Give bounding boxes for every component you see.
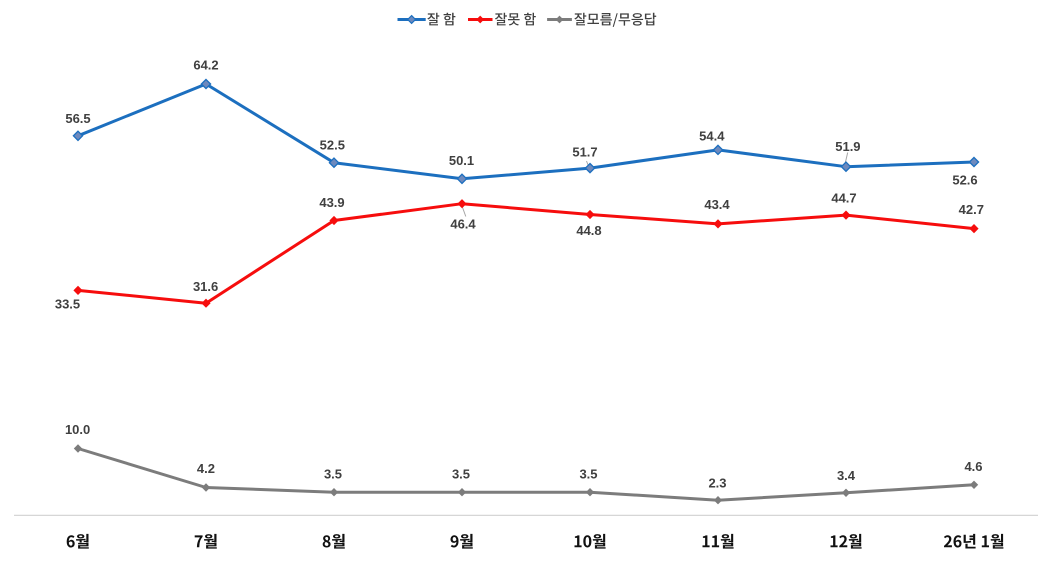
svg-text:52.6: 52.6 <box>952 173 977 188</box>
svg-text:10.0: 10.0 <box>65 422 90 437</box>
svg-text:42.7: 42.7 <box>959 202 984 217</box>
svg-text:2.3: 2.3 <box>708 475 726 490</box>
svg-text:46.4: 46.4 <box>450 216 476 231</box>
svg-text:64.2: 64.2 <box>193 58 218 73</box>
svg-text:4.6: 4.6 <box>964 459 982 474</box>
svg-text:3.4: 3.4 <box>837 468 856 483</box>
svg-text:44.7: 44.7 <box>831 191 856 206</box>
svg-text:33.5: 33.5 <box>55 297 80 312</box>
svg-text:43.9: 43.9 <box>319 195 344 210</box>
svg-text:43.4: 43.4 <box>704 197 730 212</box>
svg-text:51.7: 51.7 <box>572 145 597 160</box>
svg-text:4.2: 4.2 <box>197 461 215 476</box>
svg-text:51.9: 51.9 <box>835 139 860 154</box>
svg-text:31.6: 31.6 <box>193 279 218 294</box>
svg-text:56.5: 56.5 <box>65 111 90 126</box>
svg-text:50.1: 50.1 <box>449 153 474 168</box>
svg-text:3.5: 3.5 <box>324 466 342 481</box>
svg-text:44.8: 44.8 <box>576 223 601 238</box>
svg-text:3.5: 3.5 <box>579 466 597 481</box>
svg-text:54.4: 54.4 <box>699 129 725 144</box>
svg-text:52.5: 52.5 <box>320 138 345 153</box>
svg-text:3.5: 3.5 <box>452 466 470 481</box>
